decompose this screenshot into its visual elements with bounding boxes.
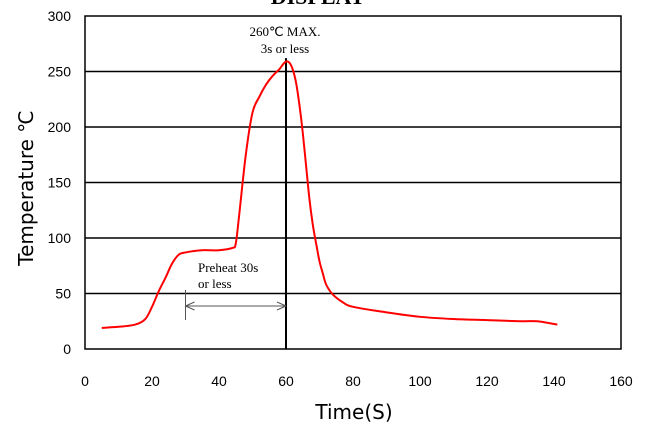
- x-tick-20: 20: [144, 373, 160, 389]
- y-tick-labels: 0 50 100 150 200 250 300: [48, 8, 72, 357]
- temperature-curve: [101, 60, 558, 329]
- preheat-annotation-line1: Preheat 30s: [198, 260, 258, 275]
- preheat-span: [185, 290, 287, 320]
- x-tick-120: 120: [475, 373, 499, 389]
- y-tick-0: 0: [63, 341, 71, 357]
- x-tick-0: 0: [81, 373, 89, 389]
- chart-title: DISPLAY: [271, 0, 366, 9]
- preheat-arrowhead-left: [185, 301, 195, 311]
- preheat-arrowhead-right: [276, 301, 287, 311]
- peak-annotation-line1: 260℃ MAX.: [250, 24, 321, 39]
- gridlines: [85, 70, 621, 295]
- y-tick-100: 100: [48, 230, 72, 246]
- x-tick-160: 160: [609, 373, 633, 389]
- x-tick-40: 40: [211, 373, 227, 389]
- y-tick-150: 150: [48, 175, 72, 191]
- preheat-annotation-line2: or less: [198, 276, 232, 291]
- plot-frame: [84, 15, 622, 350]
- peak-annotation-line2: 3s or less: [261, 41, 309, 56]
- x-tick-100: 100: [408, 373, 432, 389]
- y-tick-300: 300: [48, 8, 72, 24]
- y-tick-200: 200: [48, 119, 72, 135]
- x-axis-title: Time(S): [314, 400, 392, 424]
- x-tick-labels: 0 20 40 60 80 100 120 140 160: [81, 373, 633, 389]
- x-tick-140: 140: [542, 373, 566, 389]
- x-tick-60: 60: [278, 373, 294, 389]
- y-axis-title: Temperature ℃: [14, 110, 38, 267]
- y-tick-250: 250: [48, 64, 72, 80]
- y-tick-50: 50: [55, 286, 71, 302]
- x-tick-80: 80: [345, 373, 361, 389]
